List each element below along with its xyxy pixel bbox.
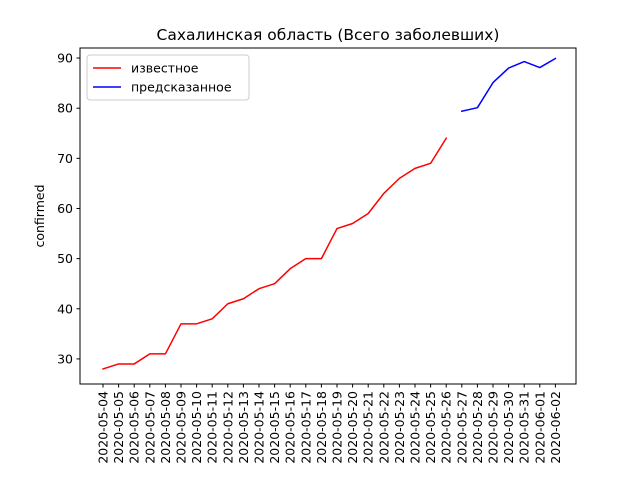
x-tick-label: 2020-05-25	[423, 391, 438, 464]
plot-area	[102, 57, 557, 370]
x-tick-label: 2020-05-12	[220, 391, 235, 464]
x-tick-label: 2020-05-17	[298, 391, 313, 464]
x-tick-label: 2020-05-30	[501, 391, 516, 464]
y-tick-label: 80	[57, 101, 73, 116]
y-tick-label: 90	[57, 51, 73, 66]
x-tick-label: 2020-05-21	[361, 391, 376, 464]
y-tick-label: 60	[57, 201, 73, 216]
y-axis-label: confirmed	[32, 184, 47, 247]
legend-entry: известное	[131, 61, 199, 76]
y-tick-label: 50	[57, 251, 73, 266]
chart-title: Сахалинская область (Всего заболевших)	[157, 26, 500, 44]
x-tick-label: 2020-06-01	[532, 391, 547, 464]
x-tick-label: 2020-05-06	[127, 391, 142, 464]
x-tick-label: 2020-05-31	[517, 391, 532, 464]
y-tick-label: 40	[57, 301, 73, 316]
x-tick-label: 2020-05-09	[174, 391, 189, 464]
x-tick-label: 2020-05-26	[439, 391, 454, 464]
x-tick-label: 2020-05-23	[392, 391, 407, 464]
x-tick-label: 2020-05-10	[189, 391, 204, 464]
series-line-known	[102, 137, 448, 370]
x-tick-label: 2020-05-20	[345, 391, 360, 464]
x-tick-label: 2020-05-22	[376, 391, 391, 464]
x-tick-label: 2020-05-28	[470, 391, 485, 464]
x-tick-label: 2020-05-07	[142, 391, 157, 464]
axes-frame	[79, 47, 577, 385]
x-tick-label: 2020-06-02	[548, 391, 563, 464]
x-tick-label: 2020-05-14	[252, 391, 267, 464]
x-tick-label: 2020-05-29	[486, 391, 501, 464]
legend-box	[86, 54, 250, 101]
x-tick-label: 2020-05-08	[158, 391, 173, 464]
x-tick-label: 2020-05-24	[408, 391, 423, 464]
x-tick-label: 2020-05-05	[111, 391, 126, 464]
x-tick-label: 2020-05-13	[236, 391, 251, 464]
x-tick-label: 2020-05-11	[205, 391, 220, 464]
x-tick-label: 2020-05-18	[314, 391, 329, 464]
x-axis-ticks: 2020-05-04 2020-05-05 2020-05-06 2020-05-07…	[96, 384, 563, 464]
x-tick-label: 2020-05-04	[96, 391, 111, 464]
x-tick-label: 2020-05-15	[267, 391, 282, 464]
series-line-predicted	[460, 57, 557, 113]
x-tick-label: 2020-05-16	[283, 391, 298, 464]
x-tick-label: 2020-05-19	[330, 391, 345, 464]
y-tick-label: 70	[57, 151, 73, 166]
legend-entry: предсказанное	[131, 80, 232, 95]
y-axis-ticks: 30 40 50 60 70 80 90	[57, 51, 80, 366]
legend: известное предсказанное	[86, 54, 250, 101]
x-tick-label: 2020-05-27	[454, 391, 469, 464]
y-tick-label: 30	[57, 351, 73, 366]
